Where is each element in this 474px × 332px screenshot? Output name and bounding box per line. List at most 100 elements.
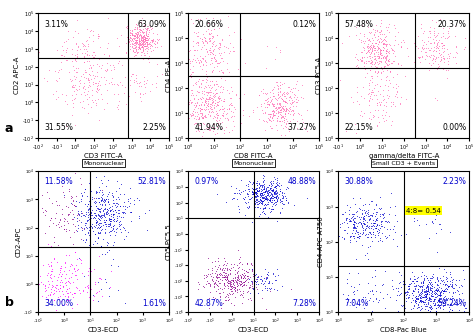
- Point: [253, 198, 261, 203]
- Point: [55, 75, 63, 80]
- Point: [181, 89, 189, 94]
- Point: [414, 302, 422, 307]
- Point: [383, 61, 391, 67]
- Point: [273, 100, 281, 106]
- Point: [426, 286, 433, 291]
- Point: [374, 115, 382, 120]
- Point: [257, 201, 264, 206]
- Point: [394, 61, 402, 67]
- Point: [268, 109, 276, 114]
- Point: [366, 295, 374, 301]
- Point: [137, 83, 145, 88]
- Point: [102, 196, 109, 202]
- Point: [421, 306, 429, 312]
- Point: [390, 48, 397, 53]
- Point: [277, 182, 285, 188]
- Point: [89, 81, 97, 87]
- Point: [270, 109, 277, 114]
- Point: [251, 204, 259, 209]
- Point: [234, 265, 242, 270]
- Point: [142, 40, 150, 45]
- Point: [374, 222, 381, 228]
- Point: [450, 296, 458, 302]
- Point: [246, 283, 254, 288]
- Point: [374, 33, 381, 39]
- Point: [133, 38, 140, 43]
- Point: [112, 204, 119, 209]
- Point: [412, 293, 420, 298]
- Point: [412, 43, 420, 49]
- Point: [292, 93, 299, 98]
- Point: [245, 178, 253, 183]
- Point: [229, 278, 237, 283]
- Point: [238, 271, 246, 276]
- Point: [415, 291, 423, 296]
- Text: Mononuclear: Mononuclear: [83, 161, 124, 166]
- Point: [365, 44, 373, 50]
- Point: [273, 198, 281, 204]
- Point: [210, 280, 218, 285]
- Point: [79, 288, 87, 293]
- Point: [394, 60, 402, 65]
- Point: [112, 188, 119, 194]
- Point: [270, 93, 277, 98]
- Point: [137, 37, 145, 42]
- Point: [130, 43, 138, 48]
- Point: [400, 281, 407, 287]
- Point: [223, 115, 230, 121]
- Point: [104, 197, 111, 202]
- Point: [418, 291, 425, 296]
- Point: [138, 55, 146, 60]
- Point: [434, 303, 442, 308]
- Point: [102, 77, 109, 82]
- Point: [268, 206, 276, 211]
- Point: [194, 280, 202, 285]
- Point: [265, 285, 273, 290]
- Point: [240, 91, 247, 96]
- Point: [143, 34, 151, 39]
- Point: [213, 125, 221, 130]
- Point: [219, 69, 226, 75]
- Point: [76, 77, 84, 83]
- Point: [118, 33, 125, 38]
- Point: [89, 208, 96, 213]
- Point: [431, 95, 438, 101]
- Point: [68, 77, 76, 83]
- Point: [206, 128, 214, 133]
- Point: [417, 297, 424, 302]
- Point: [68, 201, 75, 206]
- Point: [216, 290, 224, 296]
- Point: [59, 279, 66, 285]
- Point: [229, 45, 237, 50]
- Point: [427, 263, 434, 269]
- Point: [391, 212, 399, 217]
- Point: [222, 298, 230, 303]
- X-axis label: CD3-ECD: CD3-ECD: [238, 327, 269, 332]
- Point: [363, 222, 371, 228]
- Point: [139, 45, 146, 50]
- Point: [403, 316, 411, 321]
- Point: [414, 274, 422, 280]
- Point: [205, 305, 213, 311]
- Point: [230, 123, 237, 128]
- Point: [239, 113, 246, 118]
- Point: [381, 56, 389, 61]
- Point: [204, 82, 211, 88]
- Point: [410, 284, 418, 289]
- Point: [434, 287, 442, 292]
- Point: [354, 270, 361, 276]
- Point: [109, 256, 117, 261]
- Point: [93, 218, 101, 223]
- Point: [61, 194, 68, 199]
- Point: [104, 206, 111, 211]
- Point: [239, 282, 246, 288]
- Point: [228, 284, 235, 290]
- Point: [460, 268, 467, 273]
- Point: [38, 205, 46, 210]
- Point: [273, 191, 281, 196]
- Point: [233, 284, 240, 289]
- Point: [366, 53, 374, 58]
- Point: [244, 276, 251, 281]
- Point: [264, 105, 271, 110]
- Point: [237, 274, 245, 279]
